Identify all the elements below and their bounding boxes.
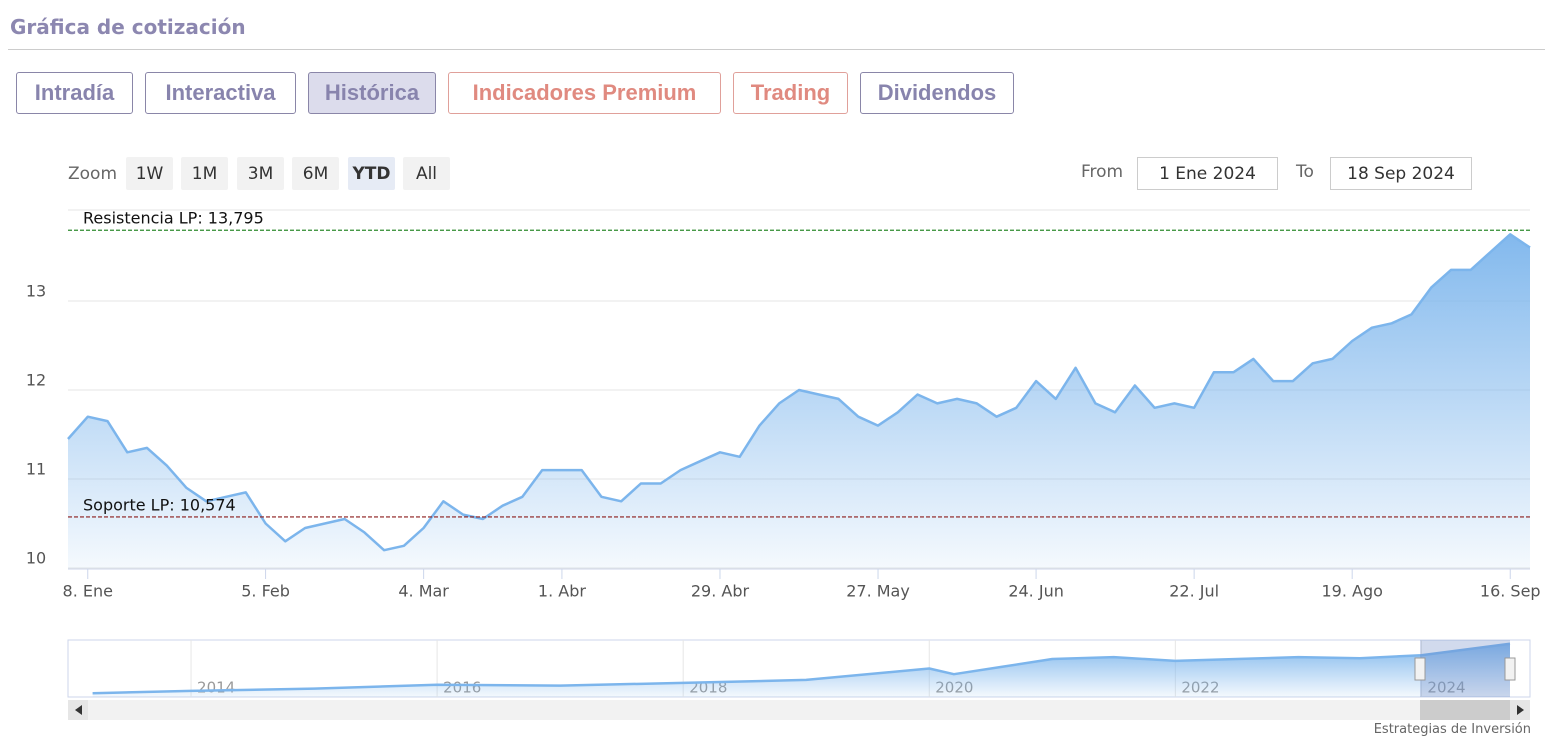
y-tick-label: 11	[26, 460, 46, 479]
tab[interactable]: Interactiva	[145, 72, 296, 114]
x-tick-label: 1. Abr	[538, 582, 586, 601]
x-tick-label: 19. Ago	[1321, 582, 1382, 601]
annotation-label: Resistencia LP: 13,795	[83, 209, 264, 228]
from-label: From	[1081, 162, 1124, 182]
x-tick-label: 27. May	[846, 582, 910, 601]
zoom-button[interactable]: YTD	[348, 157, 395, 190]
zoom-button[interactable]: 3M	[237, 157, 284, 190]
x-tick-label: 24. Jun	[1008, 582, 1064, 601]
to-input[interactable]: 18 Sep 2024	[1330, 157, 1472, 190]
x-tick-label: 8. Ene	[63, 582, 113, 601]
tab[interactable]: Histórica	[308, 72, 436, 114]
x-tick-label: 5. Feb	[241, 582, 290, 601]
zoom-label: Zoom	[68, 164, 118, 184]
tab[interactable]: Trading	[733, 72, 848, 114]
zoom-button[interactable]: 1W	[126, 157, 173, 190]
zoom-button[interactable]: All	[403, 157, 450, 190]
x-tick-label: 4. Mar	[398, 582, 449, 601]
tab[interactable]: Indicadores Premium	[448, 72, 721, 114]
from-input[interactable]: 1 Ene 2024	[1137, 157, 1278, 190]
line	[92, 642, 1511, 695]
x-tick-label: 22. Jul	[1169, 582, 1219, 601]
to-label: To	[1296, 162, 1314, 182]
zoom-button[interactable]: 1M	[181, 157, 228, 190]
y-tick-label: 10	[26, 549, 46, 568]
x-tick-label: 16. Sep	[1480, 582, 1541, 601]
navigator-handle[interactable]	[1504, 657, 1516, 681]
area	[68, 234, 1530, 569]
scroll-thumb[interactable]	[1420, 700, 1510, 720]
arrow	[1517, 705, 1524, 715]
scrollbar	[68, 700, 1530, 720]
line	[67, 233, 1531, 552]
x-tick-label: 29. Abr	[691, 582, 750, 601]
section-title: Gráfica de cotización	[10, 15, 246, 39]
credit: Estrategias de Inversión	[1373, 722, 1531, 737]
navigator-handle[interactable]	[1414, 657, 1426, 681]
y-tick-label: 13	[26, 282, 46, 301]
tab[interactable]: Intradía	[16, 72, 133, 114]
navigator-window[interactable]	[1420, 640, 1510, 697]
arrow	[75, 705, 82, 715]
y-tick-label: 12	[26, 371, 46, 390]
annotation-label: Soporte LP: 10,574	[83, 495, 236, 514]
divider	[8, 49, 1545, 50]
area	[92, 643, 1511, 697]
zoom-button[interactable]: 6M	[292, 157, 339, 190]
tab[interactable]: Dividendos	[860, 72, 1014, 114]
